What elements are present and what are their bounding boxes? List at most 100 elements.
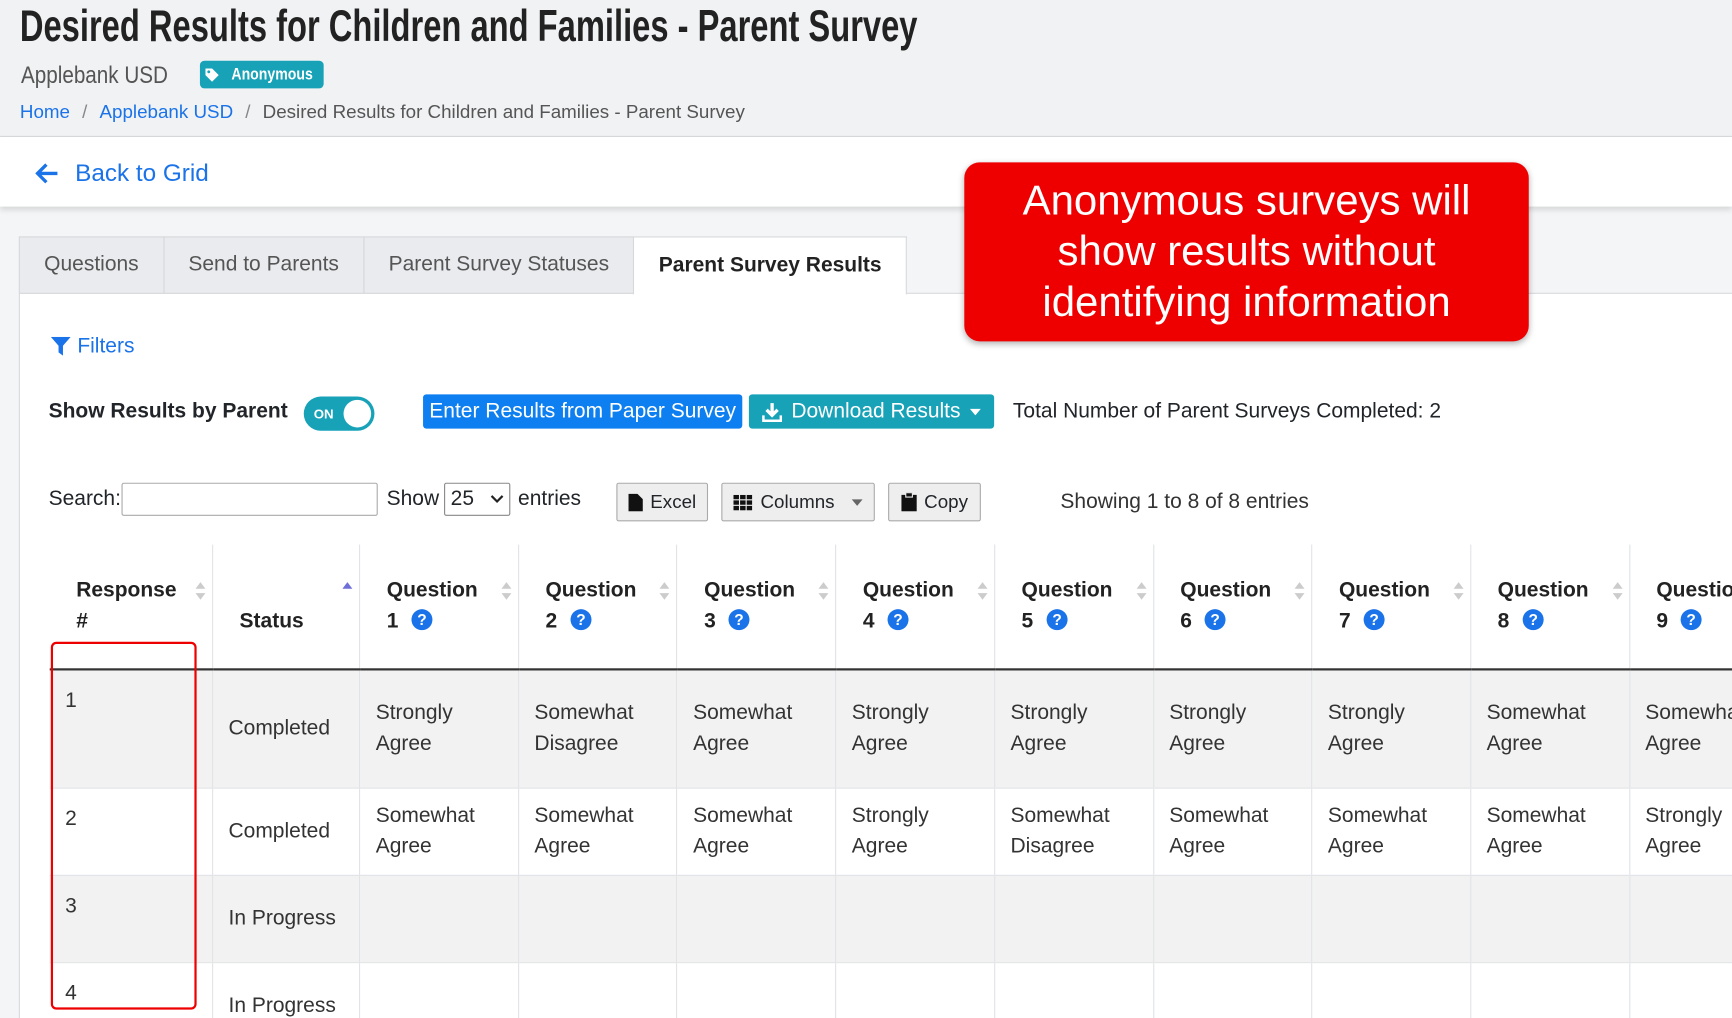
excel-button[interactable]: Excel [616,482,709,522]
help-icon[interactable]: ? [728,609,750,631]
table-cell: Somewhat Agree [677,668,837,788]
column-title[interactable]: Question 6 [1180,578,1272,633]
paper-button[interactable]: Enter Results from Paper Survey [423,394,743,429]
path-shape [1294,582,1305,589]
table-body: 1 Completed Strongly Agree Somewhat Disagre… [49,668,1732,1018]
column-header[interactable]: Question 3 ? [677,544,837,671]
page-size-select[interactable]: 25 [444,482,511,516]
text-shape: ? [576,612,585,629]
column-title[interactable]: Question 5 [1021,578,1113,633]
table-cell: Strongly Agree [835,668,996,788]
column-header[interactable]: Status [212,544,361,671]
column-header[interactable]: Question 6 ? [1153,544,1313,671]
filters[interactable]: Filters [50,334,135,359]
header-row: Response # Status Question 1 ? Question 2 ?… [49,544,1732,671]
highlight-box [50,641,197,1010]
column-title[interactable]: Question 2 [545,578,637,633]
column-title[interactable]: Status [239,609,304,633]
table-cell: Strongly Agree [835,787,996,875]
circle-shape [1204,609,1226,631]
sort-icon [501,582,512,600]
path-shape [1453,582,1464,589]
table-cell: Somewhat Agree [1311,787,1472,875]
tab[interactable]: Send to Parents [162,236,365,294]
sort-icon [659,582,670,600]
table-row: 2 Completed Somewhat Agree Somewhat Agree So… [49,787,1732,875]
column-header[interactable]: Question 7 ? [1311,544,1472,671]
empty-cell [677,874,837,963]
circle-shape [411,609,433,631]
copy-text[interactable]: Copy [924,490,969,512]
search-label: Search: [48,487,121,511]
column-title[interactable]: Question 3 [704,578,796,633]
help-icon[interactable]: ? [1680,609,1703,631]
back-link[interactable]: Back to Grid [35,159,209,188]
help-icon[interactable]: ? [1363,609,1385,631]
circle-shape [206,69,210,73]
column-header[interactable]: Question 2 ? [518,544,678,671]
column-title[interactable]: Question 8 [1497,578,1589,633]
empty-cell [1470,874,1630,963]
show-label: Show [386,487,440,511]
file-icon [628,493,643,511]
help-icon[interactable]: ? [411,609,433,631]
tab[interactable]: Parent Survey Results [633,236,908,295]
table-cell: 2 [49,787,214,875]
toggle[interactable]: ON [303,396,375,431]
back-text[interactable]: Back to Grid [75,159,209,187]
column-header[interactable]: Question 4 ? [835,544,996,671]
path-shape [818,582,829,589]
column-title[interactable]: Question 7 [1338,578,1430,633]
circle-shape [570,609,592,631]
table-cell: Strongly Agree [1629,787,1732,875]
tab[interactable]: Questions [18,236,165,294]
empty-cell [1153,961,1313,1018]
clipboard-icon [900,492,917,512]
column-title[interactable]: Question 4 [862,578,954,633]
download-button[interactable]: Download Results [748,394,995,429]
copy-button[interactable]: Copy [888,482,981,522]
help-icon[interactable]: ? [1046,609,1068,631]
sort-icon [1294,582,1305,600]
table-cell: Somewhat Agree [1470,668,1630,788]
path-shape [1612,593,1623,600]
help-icon[interactable]: ? [570,609,592,631]
table-cell: Somewhat Agree [1629,668,1732,788]
table-cell: Completed [212,668,361,788]
empty-cell [994,874,1154,963]
search-input[interactable] [121,482,378,516]
column-title[interactable]: Question 1 [386,578,478,633]
column-header[interactable]: Response # [49,544,214,671]
text-shape: ? [417,612,426,629]
table-wrap: Response # Status Question 1 ? Question 2 ?… [49,544,1732,1018]
column-header[interactable]: Question 9 ? [1629,544,1732,671]
excel-text[interactable]: Excel [650,490,697,512]
table-cell: Somewhat Disagree [994,787,1154,875]
path-shape [851,498,863,506]
empty-cell [677,961,837,1018]
column-header[interactable]: Question 8 ? [1470,544,1630,671]
column-header[interactable]: Question 1 ? [359,544,519,671]
breadcrumb-link[interactable]: Applebank USD [99,101,234,123]
columns-text[interactable]: Columns [760,490,835,512]
help-icon[interactable]: ? [1204,609,1226,631]
column-header[interactable]: Question 5 ? [994,544,1154,671]
filters-text[interactable]: Filters [77,334,135,358]
toggle-knob [343,399,372,428]
empty-cell [1311,874,1472,963]
tab[interactable]: Parent Survey Statuses [363,236,635,294]
download-text[interactable]: Download Results [791,399,961,423]
breadcrumb-link[interactable]: Home [19,101,70,123]
circle-shape [728,609,750,631]
caret [969,408,981,415]
column-title[interactable]: Question 9 [1656,578,1732,633]
table-cell: Somewhat Agree [1153,787,1313,875]
help-icon[interactable]: ? [887,609,909,631]
help-icon[interactable]: ? [1522,609,1544,631]
sort-icon [1453,582,1464,600]
path-shape [900,494,917,512]
circle-shape [1681,609,1703,631]
column-title[interactable]: Response # [76,578,177,633]
table-cell: 3 [49,874,214,963]
columns-button[interactable]: Columns [721,482,875,522]
